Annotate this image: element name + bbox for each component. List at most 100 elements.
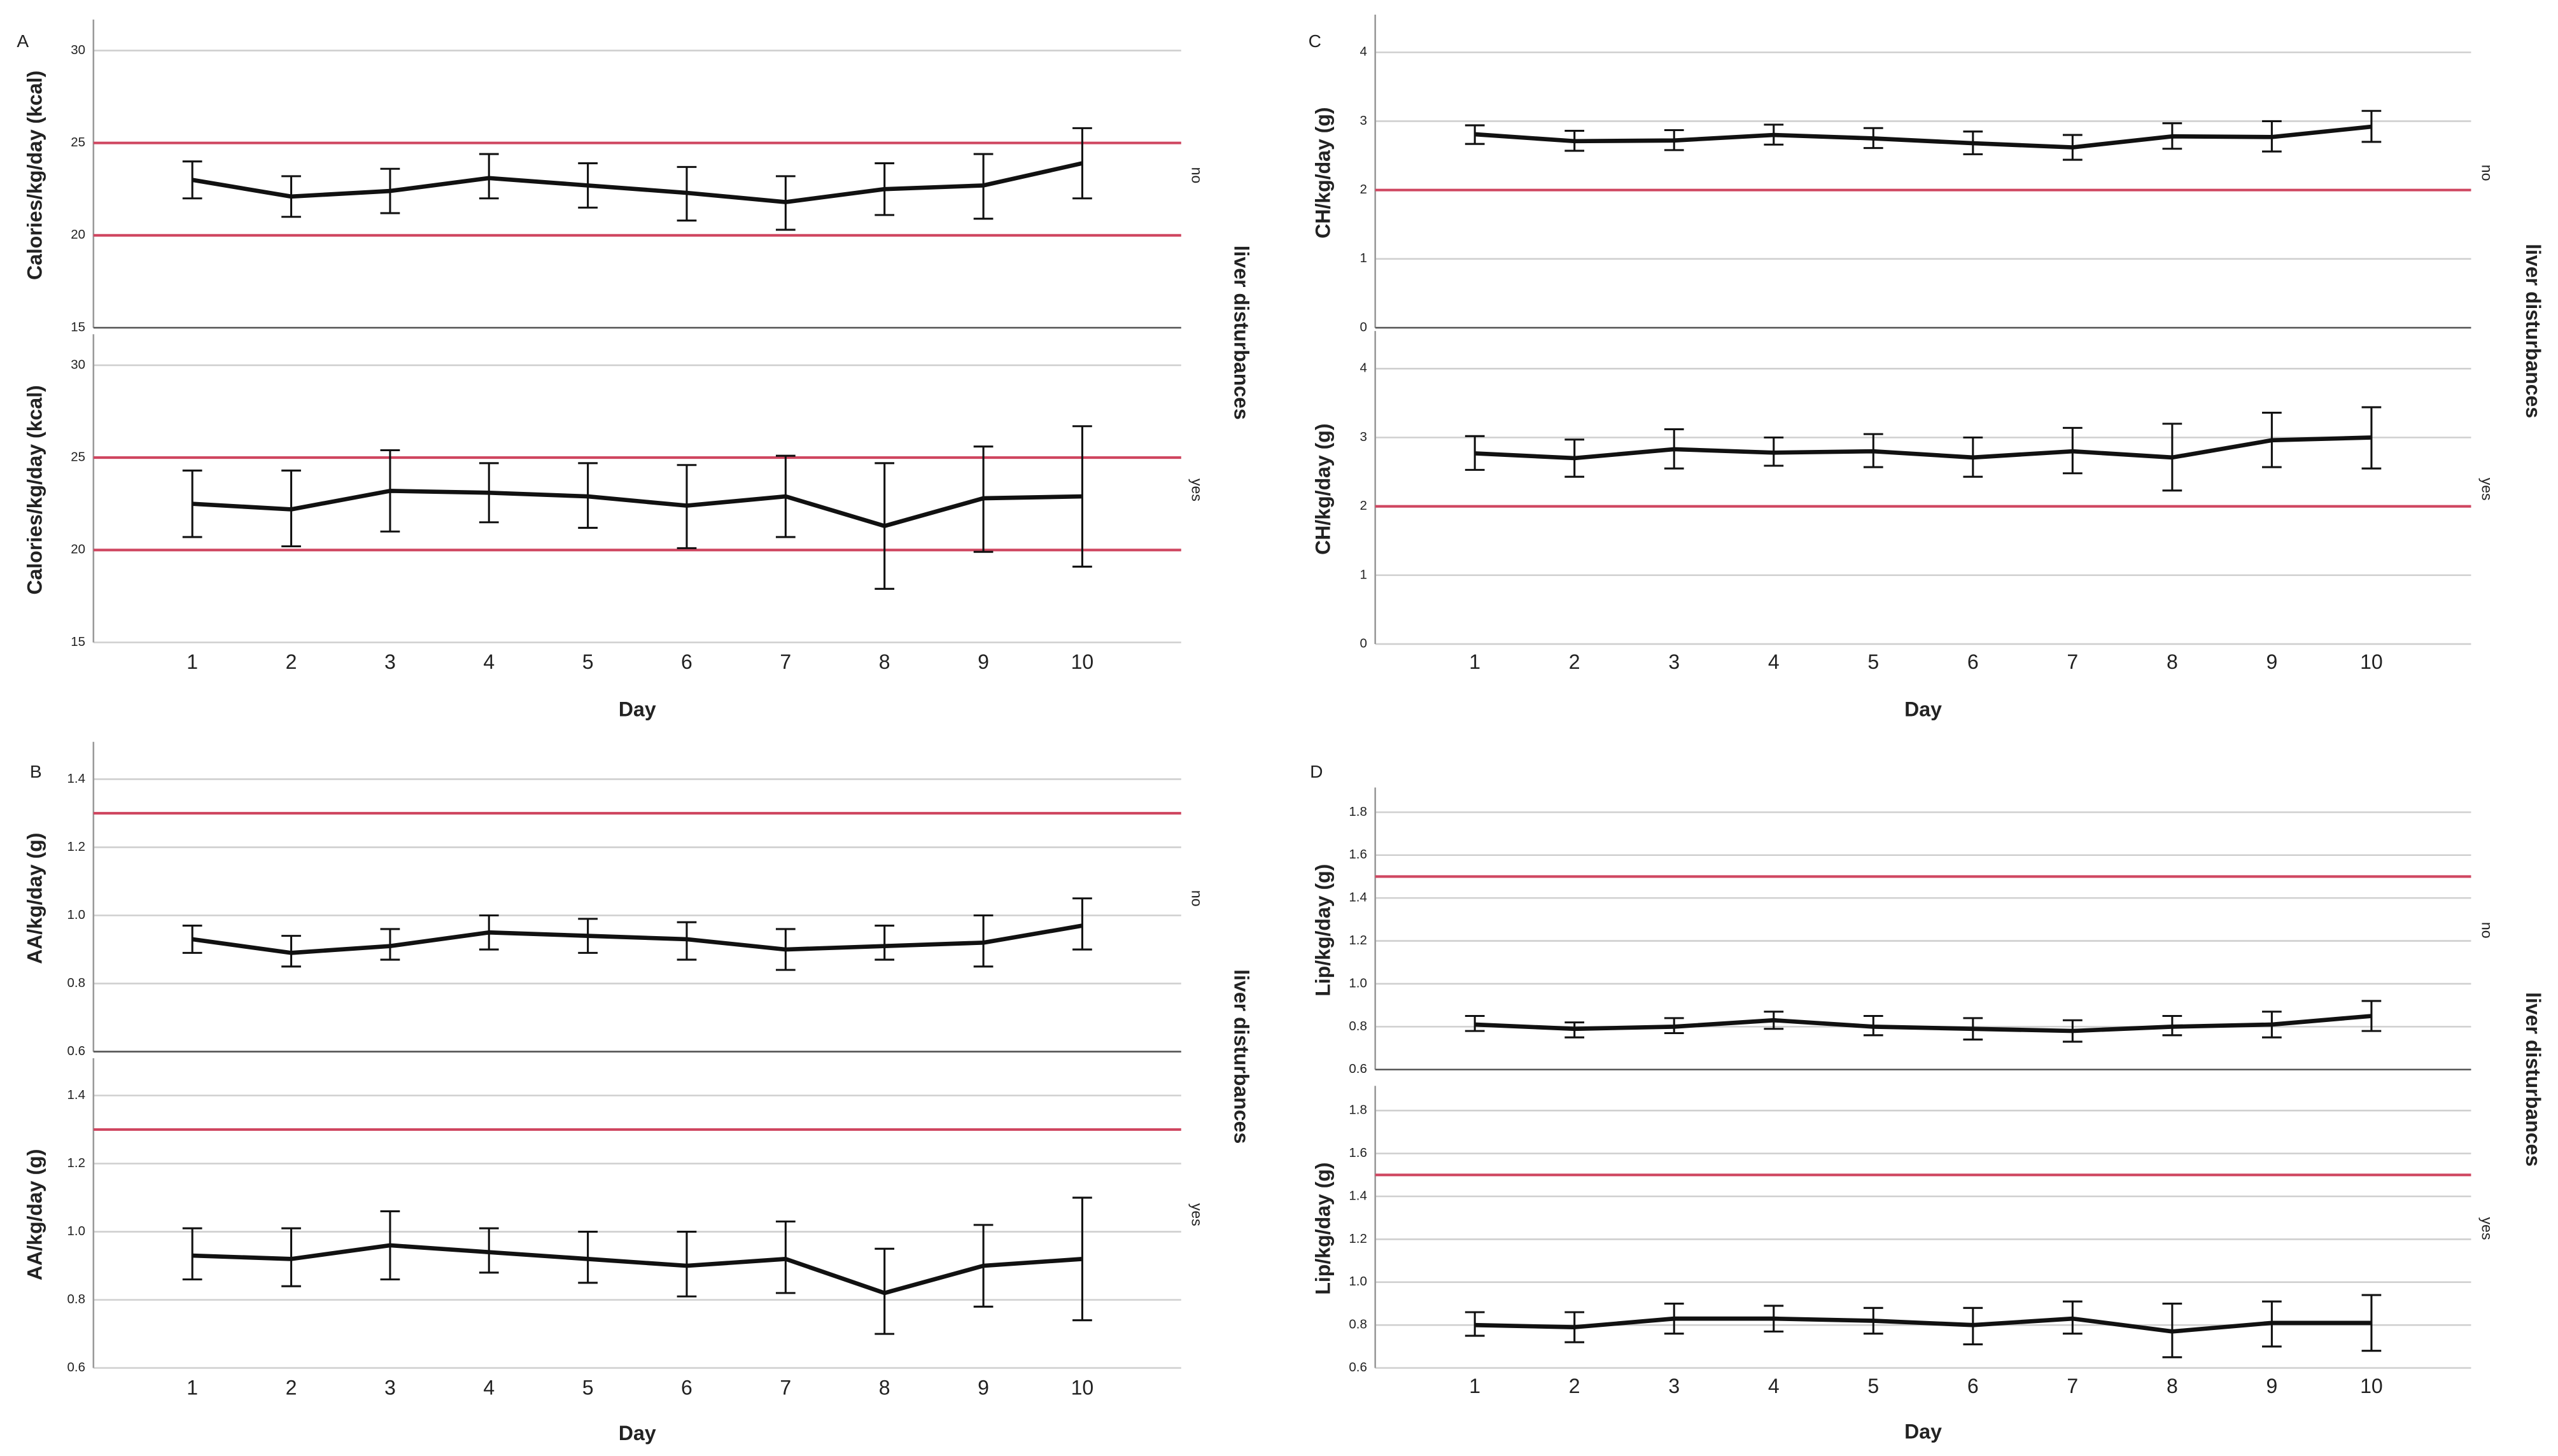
y-tick-label: 1.8: [1349, 1103, 1367, 1117]
series-line: [1474, 124, 2372, 150]
y-tick-label: 2: [1360, 498, 1367, 513]
x-tick-label: 6: [1967, 1375, 1979, 1397]
y-tick-label: 3: [1360, 430, 1367, 444]
series-line: [192, 161, 1083, 204]
x-tick-label: 6: [681, 650, 692, 673]
y-tick-label: 30: [71, 43, 85, 57]
error-bar: [1072, 127, 1092, 200]
x-tick-label: 5: [1867, 1375, 1879, 1397]
x-tick-label: 10: [2360, 650, 2383, 673]
x-tick-label: 3: [384, 1376, 396, 1399]
series-line: [192, 1243, 1083, 1296]
x-tick-label: 3: [1668, 650, 1680, 673]
x-tick-label: 9: [2266, 1375, 2277, 1397]
panel-label: D: [1310, 761, 1323, 781]
x-tick-label: 8: [2167, 650, 2178, 673]
y-tick-label: 0.6: [67, 1044, 85, 1058]
y-axis-label: CH/kg/day (g): [1312, 107, 1335, 238]
series-line: [192, 489, 1083, 528]
y-tick-label: 1: [1360, 251, 1367, 265]
y-tick-label: 0.8: [1349, 1019, 1367, 1033]
x-tick-label: 4: [483, 1376, 495, 1399]
facet-title: liver disturbances: [2522, 244, 2545, 418]
error-bar: [182, 469, 202, 538]
y-tick-label: 30: [71, 357, 85, 372]
x-tick-label: 5: [1867, 650, 1879, 673]
error-bar: [875, 925, 895, 961]
y-axis-label: Lip/kg/day (g): [1312, 1163, 1335, 1295]
error-bar: [1465, 1014, 1485, 1032]
error-bar: [1465, 435, 1485, 471]
y-tick-label: 1.4: [1349, 890, 1367, 905]
x-tick-label: 2: [1569, 1375, 1580, 1397]
panel-label: A: [17, 31, 29, 51]
x-tick-label: 6: [1967, 650, 1979, 673]
x-axis-label: Day: [1904, 698, 1942, 721]
y-tick-label: 1.6: [1349, 1145, 1367, 1160]
series-line: [192, 923, 1083, 955]
y-tick-label: 1.2: [1349, 933, 1367, 948]
x-axis-label: Day: [1904, 1420, 1942, 1443]
y-tick-label: 20: [71, 227, 85, 242]
y-tick-label: 1.6: [1349, 847, 1367, 862]
facet-name: no: [2478, 165, 2495, 181]
y-tick-label: 3: [1360, 113, 1367, 128]
x-tick-label: 9: [978, 650, 989, 673]
y-tick-label: 0.6: [1349, 1360, 1367, 1375]
y-tick-label: 1.0: [1349, 1274, 1367, 1289]
x-axis-label: Day: [619, 698, 656, 721]
y-axis-label: AA/kg/day (g): [24, 833, 46, 964]
y-axis-label: AA/kg/day (g): [24, 1149, 46, 1280]
x-tick-label: 7: [2067, 650, 2078, 673]
y-tick-label: 0: [1360, 636, 1367, 650]
y-axis-label: Calories/kg/day (kcal): [24, 71, 46, 280]
x-tick-label: 8: [879, 650, 890, 673]
facet-name: yes: [2478, 478, 2495, 501]
x-tick-label: 7: [780, 650, 791, 673]
x-tick-label: 9: [2266, 650, 2277, 673]
y-tick-label: 1.2: [1349, 1231, 1367, 1246]
y-tick-label: 0.6: [1349, 1061, 1367, 1076]
x-axis-label: Day: [619, 1422, 656, 1445]
x-tick-label: 1: [1469, 650, 1480, 673]
x-tick-label: 10: [1071, 650, 1094, 673]
x-tick-label: 5: [582, 650, 594, 673]
y-tick-label: 1.8: [1349, 804, 1367, 819]
y-tick-label: 25: [71, 135, 85, 150]
y-tick-label: 0.8: [67, 1292, 85, 1306]
error-bar: [182, 160, 202, 200]
facet-title: liver disturbances: [1230, 246, 1253, 420]
x-tick-label: 4: [483, 650, 495, 673]
facet-name: no: [1189, 167, 1205, 184]
x-tick-label: 6: [681, 1376, 692, 1399]
y-tick-label: 4: [1360, 361, 1367, 375]
y-tick-label: 1.0: [1349, 976, 1367, 990]
x-tick-label: 2: [286, 1376, 297, 1399]
error-bar: [2361, 1000, 2382, 1032]
facet-title: liver disturbances: [1230, 969, 1253, 1144]
x-tick-label: 4: [1768, 650, 1780, 673]
panel-label: C: [1309, 31, 1321, 51]
y-axis-label: Calories/kg/day (kcal): [24, 385, 46, 594]
panel-label: B: [30, 761, 42, 781]
y-tick-label: 1.2: [67, 1156, 85, 1170]
series-line: [1475, 1014, 2372, 1033]
error-bar: [182, 925, 202, 954]
y-tick-label: 1.0: [67, 1224, 85, 1238]
x-tick-label: 7: [2067, 1375, 2078, 1397]
error-bar: [1072, 897, 1092, 951]
x-tick-label: 8: [879, 1376, 890, 1399]
y-tick-label: 0.6: [67, 1360, 85, 1375]
x-tick-label: 1: [186, 650, 198, 673]
y-tick-label: 0.8: [1349, 1317, 1367, 1332]
facet-name: no: [2478, 922, 2495, 939]
x-tick-label: 2: [1569, 650, 1580, 673]
y-tick-label: 15: [71, 319, 85, 334]
series-line: [1475, 435, 2372, 461]
y-tick-label: 1.0: [67, 907, 85, 922]
error-bar: [2361, 109, 2382, 143]
error-bar: [1072, 425, 1092, 568]
y-tick-label: 1: [1360, 567, 1367, 582]
y-tick-label: 0: [1360, 319, 1367, 334]
